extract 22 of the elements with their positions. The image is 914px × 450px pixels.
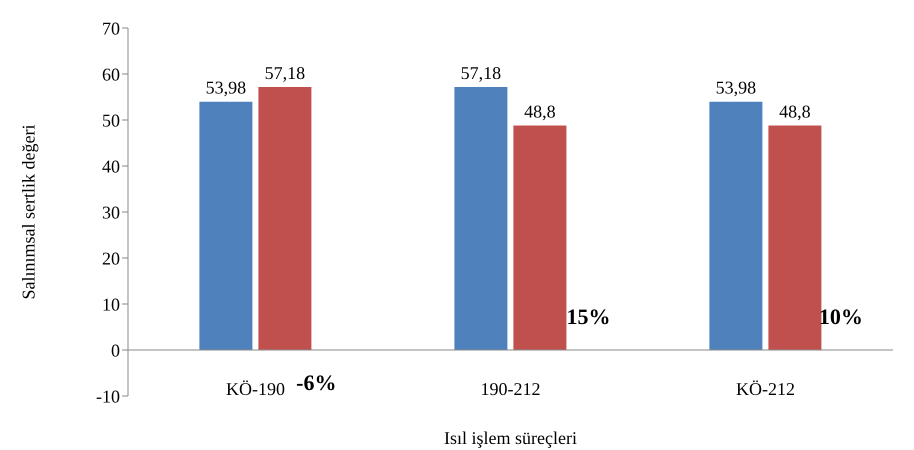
data-label: 57,18 — [264, 62, 306, 83]
x-axis-title: Isıl işlem süreçleri — [444, 428, 577, 448]
y-tick-label: 40 — [102, 156, 120, 176]
x-tick-label: KÖ-212 — [736, 378, 795, 399]
x-tick-label: KÖ-190 — [226, 378, 285, 399]
annotation: 15% — [566, 304, 610, 330]
data-label: 48,8 — [524, 102, 556, 122]
y-tick-label: 50 — [102, 110, 120, 130]
data-label: 57,18 — [460, 62, 502, 83]
y-tick-label: 30 — [102, 202, 120, 222]
y-tick-label: 10 — [102, 294, 120, 314]
y-axis-title: Salınımsal sertlik değeri — [18, 124, 38, 300]
y-tick-label: 60 — [102, 64, 120, 84]
data-label: 48,8 — [779, 102, 811, 122]
y-tick-label: 0 — [111, 340, 120, 360]
y-tick-label: 70 — [102, 18, 120, 38]
data-label: 53,98 — [206, 78, 246, 98]
x-tick-label: 190-212 — [480, 378, 540, 399]
data-label: 53,98 — [716, 78, 756, 98]
y-tick-label: 20 — [102, 248, 120, 268]
annotation: -6% — [296, 370, 336, 396]
y-tick-label: -10 — [96, 386, 120, 406]
